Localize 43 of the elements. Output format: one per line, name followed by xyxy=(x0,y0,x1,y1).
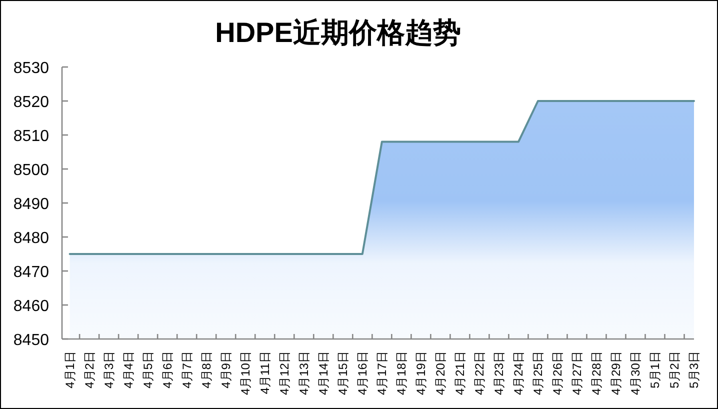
x-tick-label: 4月13日 xyxy=(296,351,311,396)
x-tick-label: 4月15日 xyxy=(336,351,350,396)
x-tick-label: 4月16日 xyxy=(355,351,370,396)
x-tick-label: 4月21日 xyxy=(452,351,467,396)
x-tick-label: 4月30日 xyxy=(628,351,642,396)
x-tick-label: 4月25日 xyxy=(530,351,545,396)
x-tick-label: 4月11日 xyxy=(258,351,272,394)
y-tick-label: 8530 xyxy=(13,60,50,77)
y-tick-label: 8500 xyxy=(13,162,50,179)
x-tick-label: 4月3日 xyxy=(102,351,116,388)
y-tick-label: 8450 xyxy=(13,332,50,349)
x-tick-label: 4月29日 xyxy=(608,351,623,396)
x-tick-label: 4月4日 xyxy=(121,351,136,388)
x-tick-label: 4月18日 xyxy=(394,351,408,396)
x-tick-label: 4月12日 xyxy=(277,351,292,396)
x-tick-label: 4月27日 xyxy=(570,351,584,396)
x-tick-label: 4月9日 xyxy=(218,351,233,388)
x-tick-label: 4月23日 xyxy=(492,351,506,396)
x-tick-label: 5月2日 xyxy=(667,351,682,388)
x-tick-label: 4月8日 xyxy=(199,351,214,388)
y-tick-label: 8490 xyxy=(13,196,50,213)
x-tick-label: 4月1日 xyxy=(62,351,77,388)
x-tick-label: 4月24日 xyxy=(511,351,526,396)
x-tick-label: 5月1日 xyxy=(648,351,662,388)
chart-title: HDPE近期价格趋势 xyxy=(215,17,461,48)
y-tick-label: 8470 xyxy=(13,264,50,281)
x-tick-label: 4月28日 xyxy=(589,351,604,396)
x-tick-label: 4月6日 xyxy=(160,351,174,388)
x-tick-label: 5月3日 xyxy=(687,351,701,388)
x-tick-label: 4月2日 xyxy=(82,351,96,388)
x-tick-label: 4月5日 xyxy=(140,351,155,388)
x-tick-label: 4月26日 xyxy=(550,351,564,396)
x-tick-label: 4月17日 xyxy=(374,351,389,396)
x-tick-label: 4月20日 xyxy=(433,351,448,396)
x-tick-label: 4月10日 xyxy=(238,351,252,396)
y-tick-label: 8510 xyxy=(13,128,50,145)
x-tick-label: 4月22日 xyxy=(472,351,486,396)
x-tick-label: 4月7日 xyxy=(180,351,194,388)
y-tick-label: 8520 xyxy=(13,94,50,111)
y-tick-label: 8480 xyxy=(13,230,50,247)
y-tick-label: 8460 xyxy=(13,298,50,315)
x-tick-label: 4月14日 xyxy=(316,351,330,396)
x-tick-label: 4月19日 xyxy=(414,351,428,396)
